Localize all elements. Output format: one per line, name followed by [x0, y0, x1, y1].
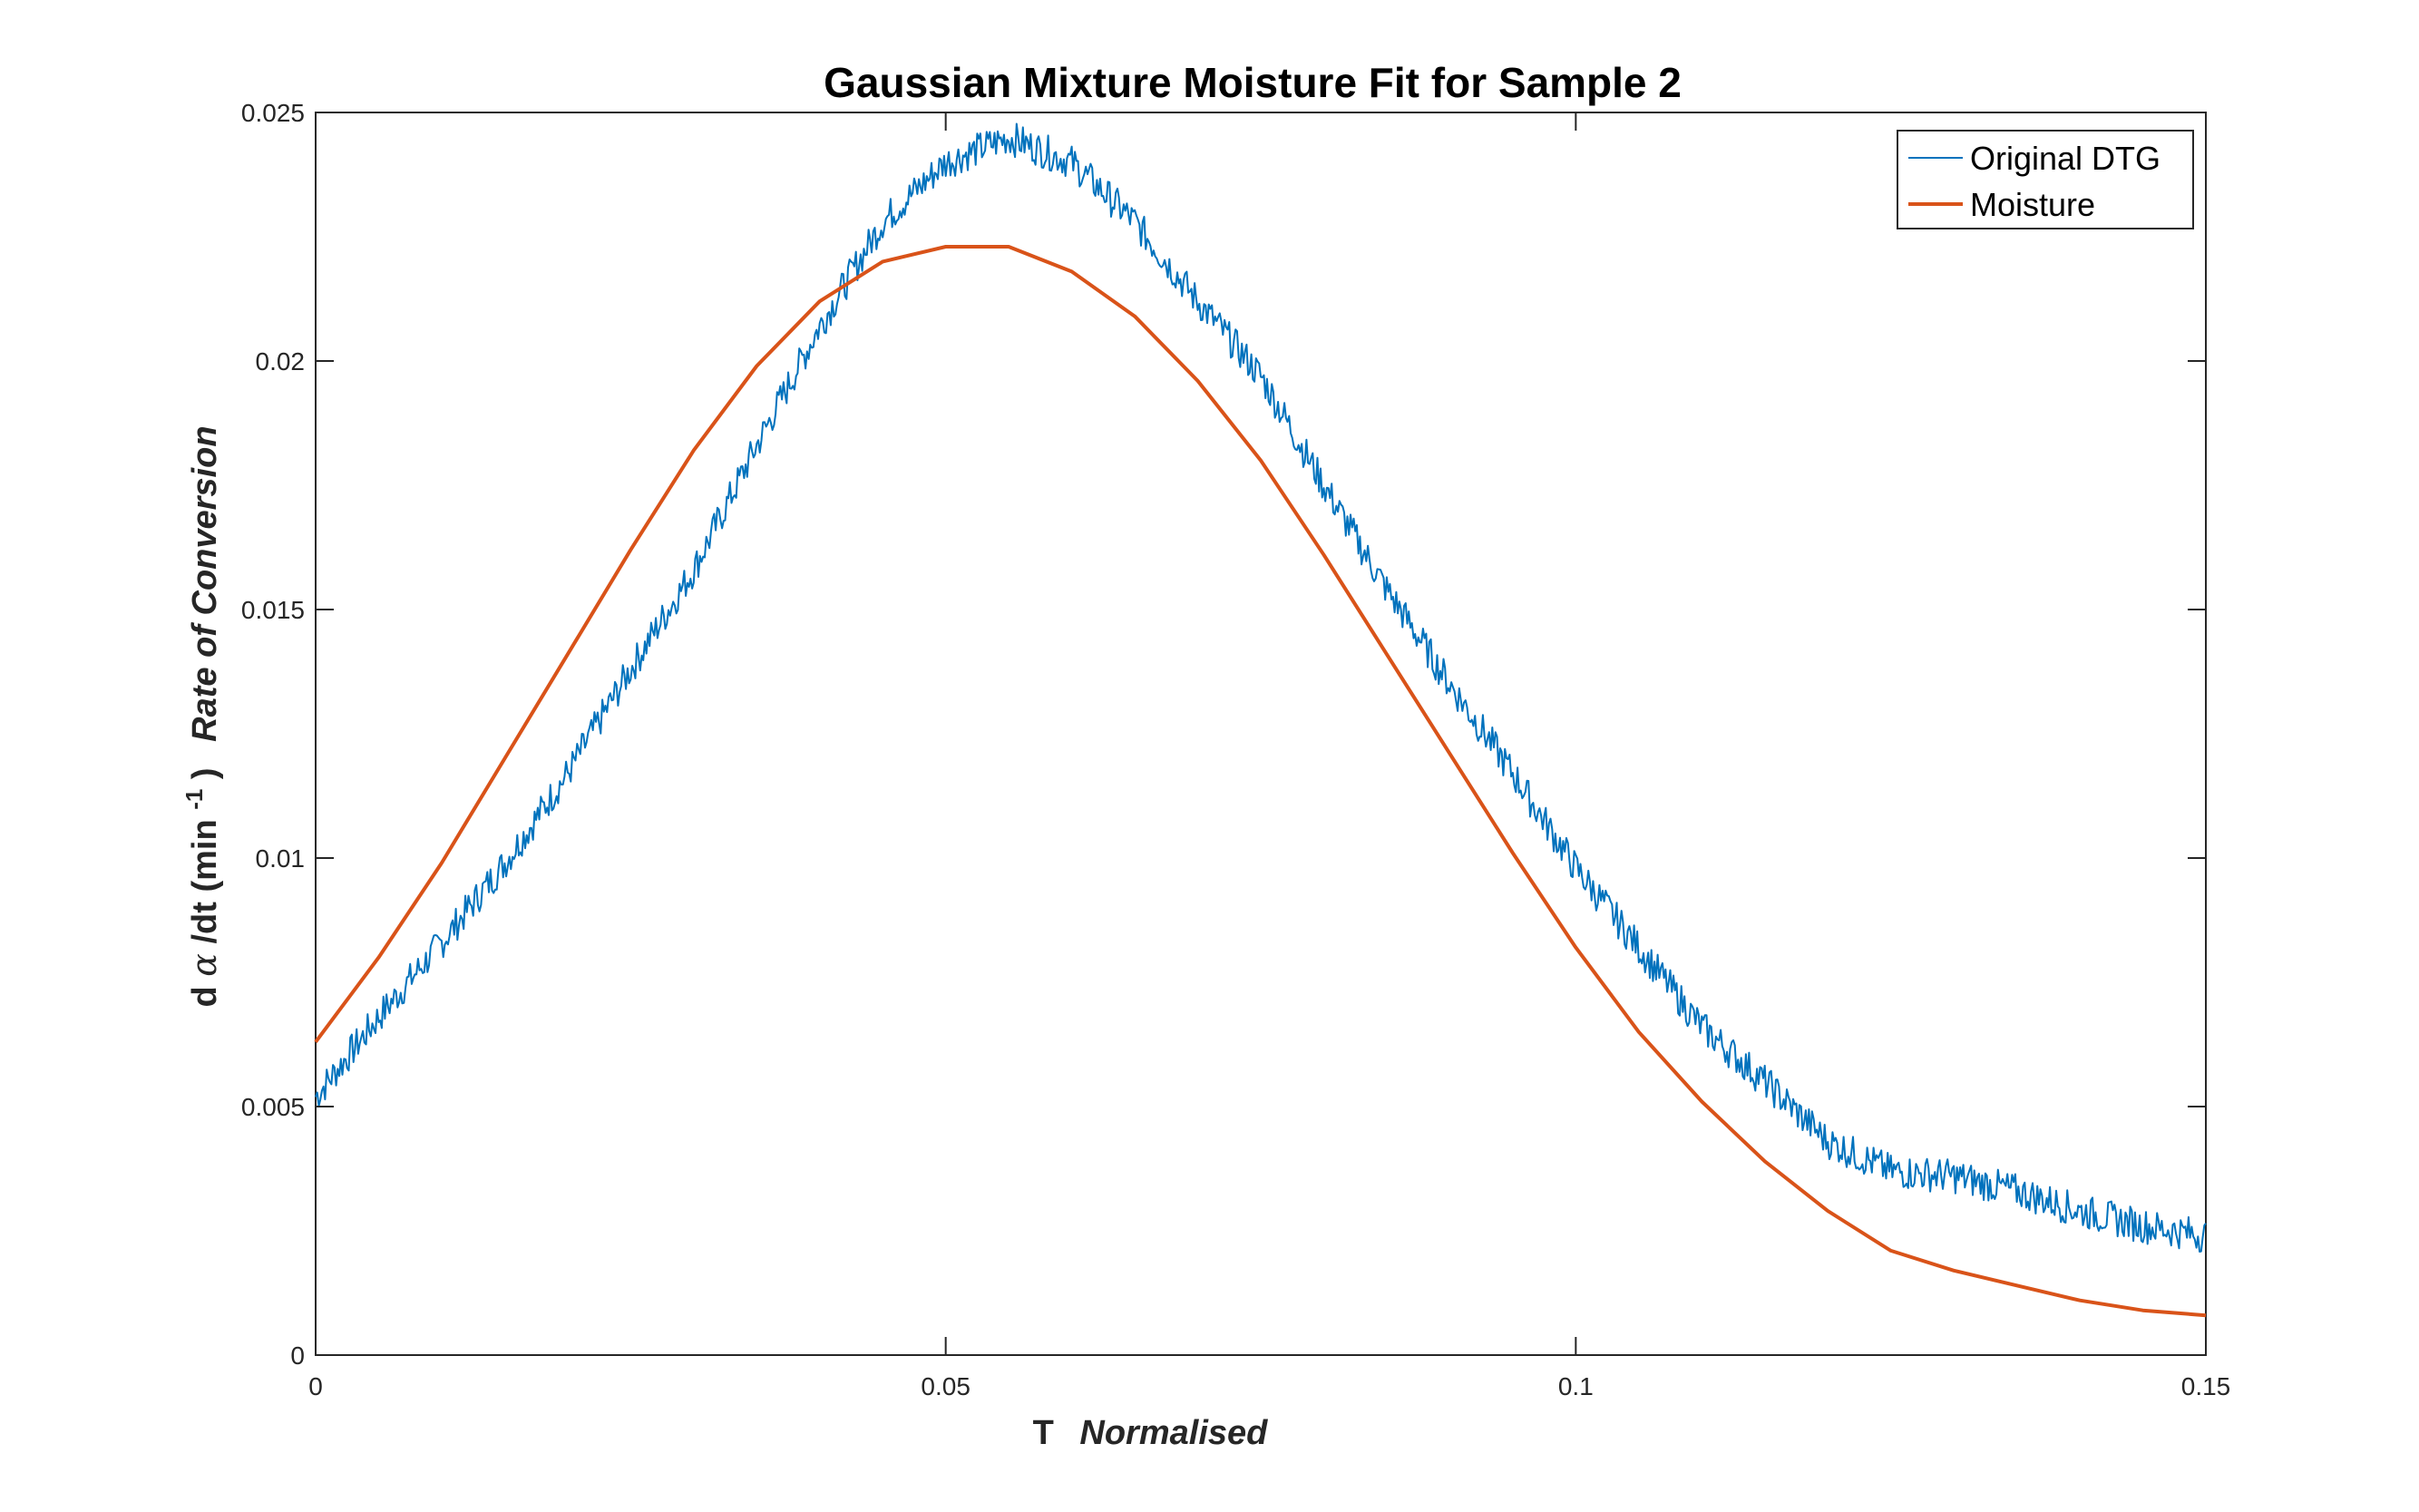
- y-axis-label-prefix: d: [186, 986, 224, 1007]
- series-line-moisture: [314, 245, 2207, 1318]
- y-axis-label-superscript: -1: [180, 789, 208, 810]
- legend-label-moisture: Moisture: [1970, 186, 2095, 223]
- series-layer: [314, 122, 2207, 1318]
- y-tick-label: 0: [290, 1341, 305, 1370]
- x-tick-label: 0: [308, 1372, 323, 1400]
- y-axis-label-main: /dt (min: [186, 819, 224, 943]
- y-axis-label-italic: Rate of Conversion: [186, 425, 224, 741]
- ticks-layer: 0 0.05 0.1 0.15 0 0.005 0.01 0.015 0.02 0.025: [241, 99, 2230, 1400]
- legend-label-original-dtg: Original DTG: [1970, 140, 2161, 177]
- x-axis-label-italic: Normalised: [1079, 1414, 1268, 1452]
- y-tick-label: 0.01: [256, 844, 306, 873]
- y-tick-label: 0.025: [241, 99, 305, 127]
- x-tick-label: 0.1: [1558, 1372, 1594, 1400]
- x-tick-label: 0.15: [2181, 1372, 2231, 1400]
- y-axis-label-symbol: α: [184, 953, 224, 977]
- legend: Original DTG Moisture: [1897, 130, 2194, 229]
- y-tick-label: 0.02: [256, 347, 306, 376]
- legend-box: [1897, 130, 2194, 229]
- axes-box: [315, 112, 2207, 1356]
- x-tick-label: 0.05: [921, 1372, 971, 1400]
- y-axis-label: d α /dt (min -1 ) Rate of Conversion: [180, 425, 224, 1007]
- y-axis-label-close: ): [186, 767, 224, 779]
- x-axis-label-main: T: [1033, 1414, 1054, 1452]
- y-tick-label: 0.015: [241, 596, 305, 624]
- x-axis-label: T Normalised: [1033, 1414, 1269, 1452]
- chart-title: Gaussian Mixture Moisture Fit for Sample…: [824, 59, 1682, 106]
- plot-area: [315, 112, 2207, 1356]
- series-line-original-dtg: [315, 122, 2207, 1253]
- y-tick-label: 0.005: [241, 1093, 305, 1121]
